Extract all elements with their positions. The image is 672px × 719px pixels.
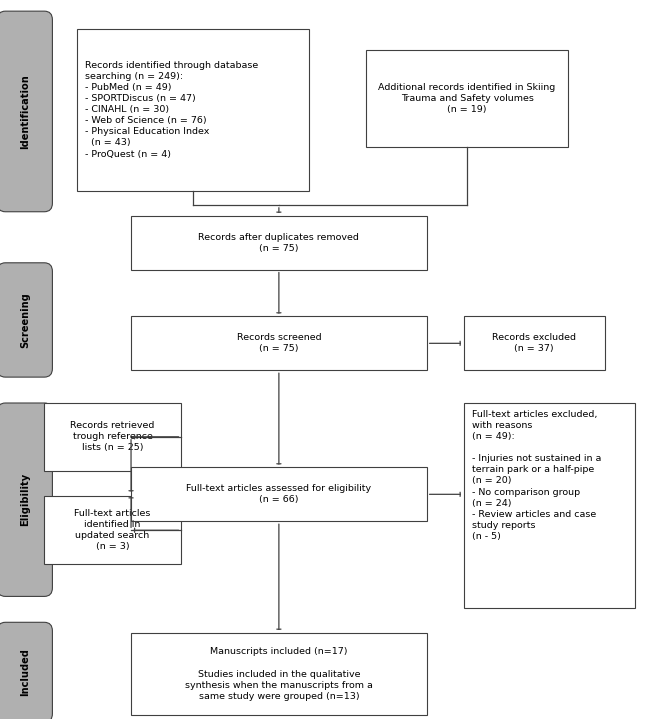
FancyBboxPatch shape	[0, 12, 52, 211]
Text: Records identified through database
searching (n = 249):
- PubMed (n = 49)
- SPO: Records identified through database sear…	[85, 60, 259, 159]
Text: Eligibility: Eligibility	[20, 473, 30, 526]
FancyBboxPatch shape	[0, 403, 52, 597]
Text: Manuscripts included (n=17)

Studies included in the qualitative
synthesis when : Manuscripts included (n=17) Studies incl…	[185, 647, 373, 701]
FancyBboxPatch shape	[0, 262, 52, 377]
FancyBboxPatch shape	[464, 403, 635, 608]
Text: Screening: Screening	[20, 292, 30, 348]
FancyBboxPatch shape	[366, 50, 568, 147]
FancyBboxPatch shape	[77, 29, 309, 191]
FancyBboxPatch shape	[131, 316, 427, 370]
Text: Full-text articles excluded,
with reasons
(n = 49):

- Injuries not sustained in: Full-text articles excluded, with reason…	[472, 410, 601, 541]
FancyBboxPatch shape	[131, 467, 427, 521]
Text: Additional records identified in Skiing
Trauma and Safety volumes
(n = 19): Additional records identified in Skiing …	[378, 83, 556, 114]
Text: Full-text articles
identified in
updated search
(n = 3): Full-text articles identified in updated…	[75, 509, 151, 551]
FancyBboxPatch shape	[44, 496, 181, 564]
FancyBboxPatch shape	[131, 633, 427, 715]
FancyBboxPatch shape	[131, 216, 427, 270]
FancyBboxPatch shape	[44, 403, 181, 471]
Text: Full-text articles assessed for eligibility
(n = 66): Full-text articles assessed for eligibil…	[186, 485, 372, 504]
FancyBboxPatch shape	[0, 622, 52, 719]
Text: Records excluded
(n = 37): Records excluded (n = 37)	[492, 334, 576, 353]
Text: Records after duplicates removed
(n = 75): Records after duplicates removed (n = 75…	[198, 233, 360, 252]
Text: Records retrieved
trough reference
lists (n = 25): Records retrieved trough reference lists…	[71, 421, 155, 452]
FancyBboxPatch shape	[464, 316, 605, 370]
Text: Identification: Identification	[20, 74, 30, 149]
Text: Records screened
(n = 75): Records screened (n = 75)	[237, 334, 321, 353]
Text: Included: Included	[20, 649, 30, 696]
